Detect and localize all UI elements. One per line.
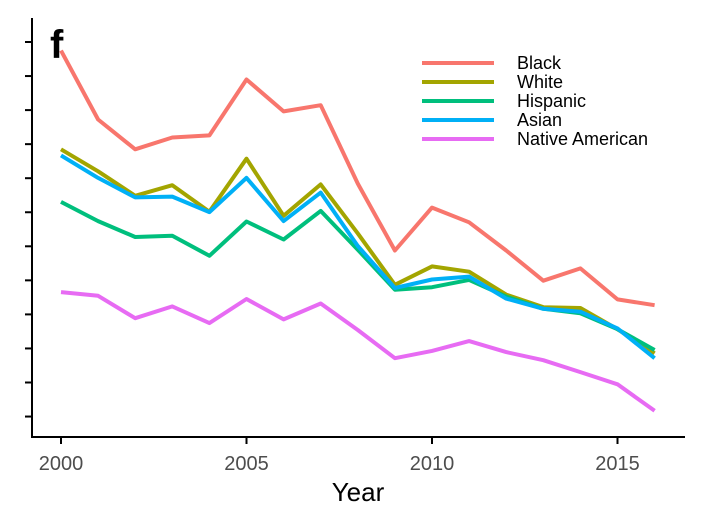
x-tick-label: 2005 (224, 453, 269, 475)
y-axis-ticks (25, 41, 32, 418)
series-line-black (59, 49, 655, 308)
series-lines (59, 49, 656, 413)
x-tick-label: 2015 (595, 453, 640, 475)
x-tick-label: 2010 (410, 453, 455, 475)
series-line-white (59, 147, 656, 355)
legend-label-white: White (517, 72, 563, 92)
x-axis-ticks: 2000 2005 2010 2015 (39, 437, 640, 475)
x-tick-label: 2000 (39, 453, 84, 475)
legend-label-black: Black (517, 53, 562, 73)
x-axis-title: Year (332, 477, 385, 507)
legend-label-native-american: Native American (517, 129, 648, 149)
panel-label: f (50, 23, 64, 67)
legend-label-hispanic: Hispanic (517, 91, 586, 111)
axes: 2000 2005 2010 2015 (25, 18, 685, 475)
series-line-native-american (60, 290, 656, 413)
series-line-asian (59, 153, 656, 360)
legend-label-asian: Asian (517, 110, 562, 130)
